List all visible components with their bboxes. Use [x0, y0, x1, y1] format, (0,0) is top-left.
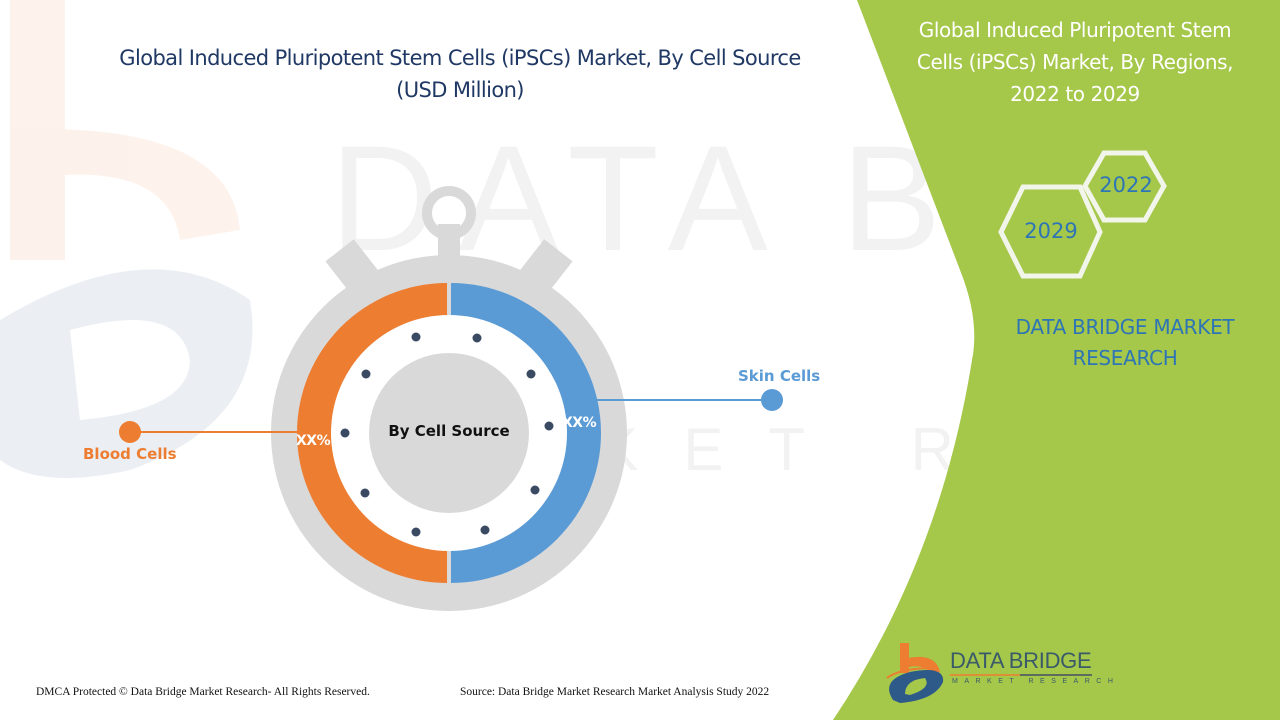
blood-cells-percent: XX%: [296, 433, 331, 449]
watermark-logo: [0, 0, 253, 478]
main-title-line2: (USD Million): [396, 78, 524, 102]
main-title-line1: Global Induced Pluripotent Stem Cells (i…: [119, 46, 801, 70]
skin-cells-marker: [761, 389, 783, 411]
hexagon-2029: [998, 184, 1103, 279]
center-label: By Cell Source: [388, 422, 510, 440]
footer-copyright: DMCA Protected © Data Bridge Market Rese…: [36, 686, 370, 698]
side-title-line2: Cells (iPSCs) Market, By Regions,: [916, 50, 1234, 74]
logo-name: DATA BRIDGE: [950, 648, 1092, 673]
brand-text: DATA BRIDGE MARKET RESEARCH: [975, 312, 1275, 374]
hex-year-2029: 2029: [1024, 219, 1078, 243]
blood-cells-label: Blood Cells: [83, 445, 177, 463]
dial-dots: [340, 332, 554, 537]
hex-year-2022: 2022: [1099, 173, 1153, 197]
footer-source: Source: Data Bridge Market Research Mark…: [460, 686, 770, 698]
skin-cells-label: Skin Cells: [738, 367, 821, 385]
brand-line2: RESEARCH: [1072, 346, 1178, 370]
skin-cells-percent: XX%: [562, 415, 597, 431]
main-title: Global Induced Pluripotent Stem Cells (i…: [60, 42, 860, 106]
green-side-panel: [833, 0, 1280, 720]
data-bridge-logo-icon: [886, 643, 944, 703]
logo-subtitle: MARKET RESEARCH: [952, 678, 1120, 685]
side-panel-title: Global Induced Pluripotent Stem Cells (i…: [880, 14, 1270, 110]
hexagon-2022: [1082, 150, 1167, 223]
side-title-line3: 2022 to 2029: [1010, 82, 1140, 106]
stopwatch: [271, 186, 627, 611]
side-title-line1: Global Induced Pluripotent Stem: [918, 18, 1232, 42]
blood-cells-marker: [119, 421, 141, 443]
brand-line1: DATA BRIDGE MARKET: [1015, 315, 1235, 339]
